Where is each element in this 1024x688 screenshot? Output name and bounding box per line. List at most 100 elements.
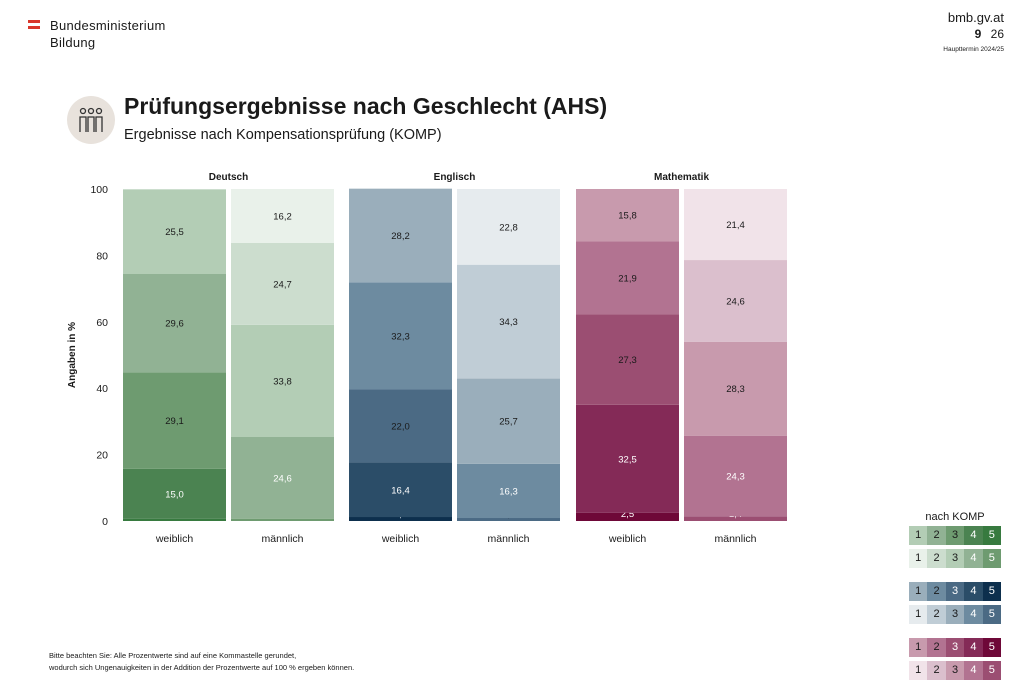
- data-label: 21,4: [726, 220, 745, 231]
- legend-grade-cell: 4: [964, 582, 983, 601]
- data-label: 16,4: [391, 485, 410, 496]
- footnote-line2: wodurch sich Ungenauigkeiten in der Addi…: [49, 663, 355, 672]
- legend-grade-cell: 4: [964, 638, 983, 657]
- legend-grade-cell: 5: [982, 605, 1002, 624]
- data-label: 22,8: [499, 222, 518, 233]
- data-label: 2,5: [621, 509, 634, 520]
- bar-segment: [231, 189, 334, 243]
- bar-segment: [349, 188, 452, 283]
- bar-segment: [349, 462, 452, 518]
- page-title: Prüfungsergebnisse nach Geschlecht (AHS): [124, 93, 608, 119]
- exam-term: Haupttermin 2024/25: [943, 46, 1004, 53]
- data-label: 27,3: [618, 355, 637, 366]
- legend-grade-cell: 3: [945, 549, 965, 568]
- legend-grade-cell: 5: [982, 549, 1002, 568]
- x-category-label: männlich: [714, 533, 756, 545]
- legend-grade-cell: 1: [909, 549, 928, 568]
- y-tick-label: 0: [102, 516, 108, 528]
- site-url: bmb.gv.at: [947, 10, 1004, 25]
- bar-segment: [123, 468, 226, 519]
- data-label: 29,1: [165, 416, 184, 427]
- legend-grade-cell: 2: [927, 526, 946, 545]
- data-label: 29,6: [165, 319, 184, 330]
- legend-grade-cell: 3: [945, 582, 965, 601]
- legend-grade-cell: 4: [964, 661, 983, 680]
- data-label: 25,5: [165, 227, 184, 238]
- data-label: 34,3: [499, 317, 518, 328]
- bar-segment: [123, 518, 226, 521]
- y-tick-label: 60: [96, 317, 108, 329]
- bar-segment: [123, 273, 226, 373]
- legend-grade-cell: 1: [909, 582, 928, 601]
- x-category-label: weiblich: [608, 533, 647, 545]
- legend-grade-cell: 1: [909, 605, 928, 624]
- y-tick-label: 80: [96, 250, 108, 262]
- subject-label: Englisch: [434, 172, 476, 183]
- page-number-row: 9 26: [943, 27, 1004, 41]
- data-label: 24,7: [273, 279, 292, 290]
- data-label: 16,3: [499, 486, 518, 497]
- bar-segment: [349, 517, 452, 521]
- data-label: 25,7: [499, 417, 518, 428]
- bar-segment: [457, 518, 560, 521]
- data-label: 15,8: [618, 211, 637, 222]
- bar-segment: [457, 463, 560, 519]
- legend-grade-cell: 2: [927, 605, 946, 624]
- legend-grade-cell: 3: [945, 661, 965, 680]
- page-meta: bmb.gv.at 9 26 Haupttermin 2024/25: [943, 10, 1004, 53]
- bar-segment: [576, 241, 679, 315]
- bar-segment: [457, 189, 560, 265]
- x-category-label: weiblich: [155, 533, 194, 545]
- bar-segment: [684, 435, 787, 517]
- x-category-label: männlich: [261, 533, 303, 545]
- bar-segment: [349, 389, 452, 463]
- legend-grade-cell: 3: [945, 526, 965, 545]
- people-icon: [67, 96, 115, 144]
- bar-segment: [231, 242, 334, 325]
- org-name-line2: Bildung: [50, 35, 96, 50]
- legend-grade-cell: 4: [964, 526, 983, 545]
- location-pin-icon: 9: [974, 27, 982, 41]
- bar-segment: [231, 518, 334, 521]
- y-axis-label: Angaben in %: [67, 322, 78, 388]
- org-name-line1: Bundesministerium: [50, 18, 166, 33]
- data-label: 24,6: [273, 473, 292, 484]
- page-subtitle: Ergebnisse nach Kompensationsprüfung (KO…: [124, 127, 442, 143]
- data-label: 28,3: [726, 384, 745, 395]
- x-category-label: weiblich: [381, 533, 420, 545]
- legend-grade-cell: 1: [909, 526, 928, 545]
- data-label: 33,8: [273, 376, 292, 387]
- bar-segment: [231, 324, 334, 438]
- y-tick-label: 40: [96, 383, 108, 395]
- page-number: 26: [990, 27, 1004, 41]
- footnote: Bitte beachten Sie: Alle Prozentwerte si…: [49, 650, 354, 674]
- x-category-label: männlich: [487, 533, 529, 545]
- bar-segment: [684, 341, 787, 436]
- bar-segment: [123, 189, 226, 274]
- bar-segment: [576, 512, 679, 521]
- bar-segment: [349, 282, 452, 390]
- subject-label: Deutsch: [209, 172, 248, 183]
- bar-segment: [457, 264, 560, 379]
- data-label: 32,3: [391, 331, 410, 342]
- y-tick-label: 20: [96, 450, 108, 462]
- bar-segment: [576, 314, 679, 405]
- austria-flag-icon: [28, 20, 40, 23]
- bar-segment: [457, 378, 560, 464]
- data-label: 21,9: [618, 273, 637, 284]
- legend-grade-cell: 1: [909, 638, 928, 657]
- bar-segment: [684, 516, 787, 521]
- bar-segment: [576, 404, 679, 513]
- legend-grade-cell: 5: [982, 661, 1002, 680]
- bar-segment: [684, 260, 787, 342]
- data-label: 16,2: [273, 211, 292, 222]
- data-label: 15,0: [165, 489, 184, 500]
- legend-grade-cell: 2: [927, 638, 946, 657]
- legend-grade-cell: 2: [927, 582, 946, 601]
